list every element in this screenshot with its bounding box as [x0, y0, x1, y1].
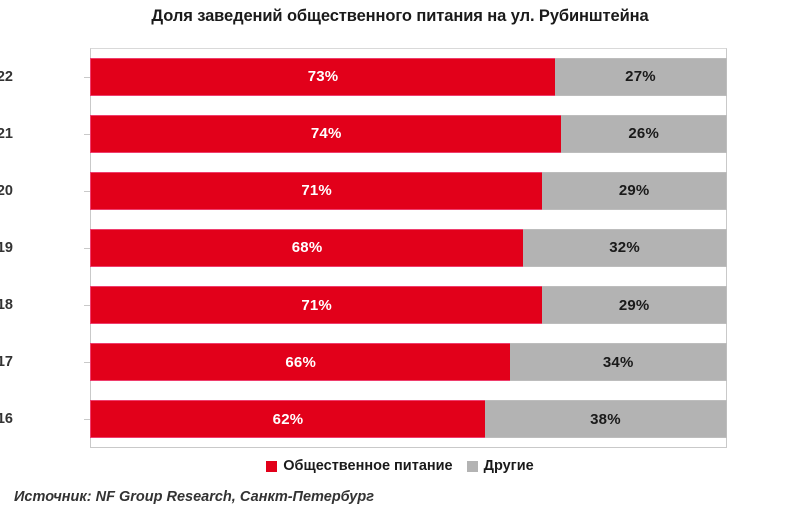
bar-value-label: 73% — [307, 68, 339, 86]
bar-value-label: 38% — [590, 410, 621, 428]
category-label-2022: 2022 — [0, 68, 13, 85]
bar-row: 2018 71% 29% — [0, 277, 727, 334]
bar-segment-other: 29% — [542, 286, 727, 325]
bar-value-label: 62% — [272, 410, 304, 428]
bar-value-label: 66% — [285, 353, 317, 371]
axis-tick — [84, 76, 90, 78]
bar-row: 2020 71% 29% — [0, 162, 727, 219]
legend-label: Общественное питание — [283, 458, 453, 474]
square-marker-icon — [466, 460, 478, 472]
bar-segment-other: 32% — [523, 228, 727, 267]
category-label-2017: 2017 — [0, 354, 13, 371]
bar-segment-other: 27% — [555, 57, 727, 96]
axis-tick — [84, 362, 90, 364]
stacked-bar: 71% 29% — [90, 286, 727, 325]
bar-row: 2017 66% 34% — [0, 334, 727, 391]
category-label-2016: 2016 — [0, 411, 13, 428]
bar-value-label: 29% — [618, 182, 650, 200]
bar-segment-catering: 71% — [90, 286, 543, 325]
bar-segment-other: 29% — [542, 171, 727, 210]
axis-tick — [84, 419, 90, 421]
bar-segment-catering: 66% — [90, 343, 511, 382]
axis-tick — [84, 305, 90, 307]
category-label-2019: 2019 — [0, 239, 13, 256]
bar-value-label: 29% — [618, 296, 650, 314]
bar-segment-other: 34% — [510, 343, 727, 382]
axis-tick — [84, 190, 90, 192]
bar-segment-catering: 73% — [90, 57, 555, 96]
legend-item-1[interactable]: Другие — [466, 458, 534, 474]
bar-segment-catering: 68% — [90, 228, 524, 267]
category-label-2020: 2020 — [0, 182, 13, 199]
bar-row: 2022 73% 27% — [0, 48, 727, 105]
bar-row: 2016 62% 38% — [0, 391, 727, 448]
square-marker-icon — [266, 460, 278, 472]
bar-value-label: 68% — [291, 239, 323, 257]
bar-row: 2021 74% 26% — [0, 105, 727, 162]
bar-value-label: 74% — [310, 125, 342, 143]
category-label-2018: 2018 — [0, 297, 13, 314]
source-note: Источник: NF Group Research, Санкт-Петер… — [14, 489, 374, 505]
stacked-bar: 73% 27% — [90, 57, 727, 96]
bar-row: 2019 68% 32% — [0, 219, 727, 276]
stacked-bar: 62% 38% — [90, 400, 727, 439]
bar-value-label: 34% — [602, 353, 634, 371]
axis-tick — [84, 133, 90, 135]
category-label-2021: 2021 — [0, 125, 13, 142]
bar-segment-other: 26% — [561, 114, 727, 153]
bar-value-label: 27% — [625, 68, 656, 86]
page-title: Доля заведений общественного питания на … — [151, 7, 649, 25]
axis-tick — [84, 247, 90, 249]
bar-segment-other: 38% — [484, 400, 727, 439]
legend-label: Другие — [483, 458, 534, 474]
bar-segment-catering: 74% — [90, 114, 562, 153]
bar-value-label: 32% — [609, 239, 640, 257]
stacked-bar: 66% 34% — [90, 343, 727, 382]
legend-item-0[interactable]: Общественное питание — [266, 458, 453, 474]
bar-rows: 2022 73% 27% 2021 74% 26% 2020 71% 29% 2019 68% 32%… — [0, 48, 727, 448]
bar-value-label: 71% — [301, 296, 332, 314]
stacked-bar: 71% 29% — [90, 171, 727, 210]
bar-segment-catering: 71% — [90, 171, 543, 210]
stacked-bar: 68% 32% — [90, 228, 727, 267]
chart-legend: Общественное питание Другие — [0, 458, 800, 474]
bar-value-label: 71% — [301, 182, 332, 200]
bar-value-label: 26% — [628, 125, 659, 143]
bar-segment-catering: 62% — [90, 400, 485, 439]
stacked-bar: 74% 26% — [90, 114, 727, 153]
